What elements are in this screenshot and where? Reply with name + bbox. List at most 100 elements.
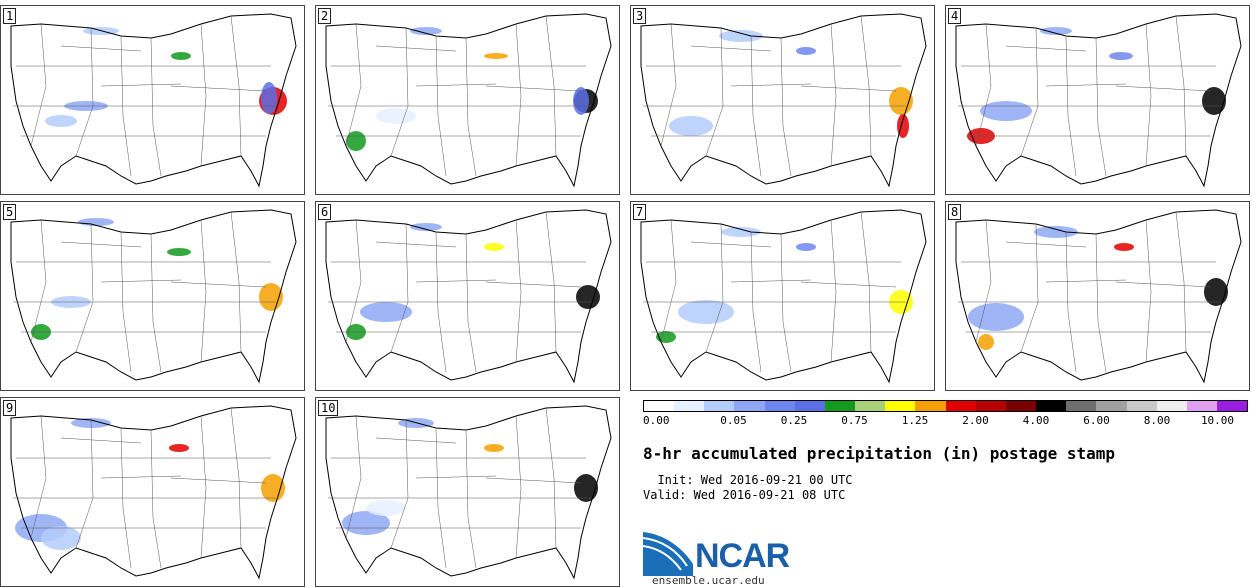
conus-map (640, 13, 927, 188)
state-border (415, 475, 497, 479)
state-border (465, 37, 477, 177)
member-number: 7 (633, 204, 647, 220)
member-number: 4 (948, 8, 962, 24)
precip-area (366, 500, 406, 516)
state-border (170, 85, 267, 92)
state-border (120, 35, 132, 177)
conus-map (10, 209, 297, 384)
state-border (1115, 281, 1212, 288)
precip-area (169, 444, 189, 452)
member-panel: 3 (630, 5, 935, 195)
state-border (230, 407, 242, 549)
member-number: 2 (318, 8, 332, 24)
country-outline (10, 13, 297, 188)
state-border (60, 241, 142, 248)
state-border (200, 23, 207, 167)
state-border (690, 45, 772, 52)
colorbar-swatch (674, 401, 705, 411)
state-border (1175, 211, 1187, 353)
precip-area (261, 82, 277, 114)
state-border (345, 219, 362, 343)
member-number: 1 (3, 8, 17, 24)
precip-area (410, 223, 442, 231)
state-border (860, 15, 872, 157)
state-border (750, 231, 762, 373)
state-border (230, 211, 242, 353)
state-border (545, 211, 557, 353)
conus-map (10, 13, 297, 188)
colorbar-swatch (1066, 401, 1097, 411)
state-border (1115, 85, 1212, 92)
member-panel: 7 (630, 201, 935, 391)
state-border (1045, 279, 1127, 283)
state-border (435, 231, 447, 373)
state-border (375, 45, 457, 52)
colorbar-swatch (855, 401, 886, 411)
precip-area (376, 108, 416, 124)
country-outline (640, 13, 927, 188)
precip-area (1109, 52, 1133, 60)
state-border (515, 23, 522, 167)
member-number: 9 (3, 400, 17, 416)
state-border (830, 23, 837, 167)
precip-area (167, 248, 191, 256)
country-outline (955, 209, 1242, 384)
colorbar-swatch (945, 401, 976, 411)
conus-map (640, 209, 927, 384)
colorbar-tick: 8.00 (1143, 414, 1171, 427)
member-panel: 1 (0, 5, 305, 195)
state-border (100, 83, 182, 87)
state-border (375, 437, 457, 444)
colorbar-swatch (1156, 401, 1187, 411)
state-border (30, 219, 47, 343)
member-panel: 6 (315, 201, 620, 391)
colorbar-swatch (1186, 401, 1217, 411)
state-border (1065, 35, 1077, 177)
state-border (170, 477, 267, 484)
state-border (200, 219, 207, 363)
precip-area (719, 30, 763, 42)
state-border (975, 23, 992, 147)
state-border (435, 427, 447, 569)
colorbar-tick: 0.25 (780, 414, 808, 427)
colorbar-tick: 2.00 (962, 414, 989, 427)
state-border (30, 415, 47, 539)
state-border (750, 35, 762, 177)
state-border (660, 219, 677, 343)
figure-title: 8-hr accumulated precipitation (in) post… (643, 444, 1116, 463)
state-border (800, 85, 897, 92)
precip-area (484, 243, 504, 251)
country-outline (640, 209, 927, 384)
ensemble-site-url[interactable]: ensemble.ucar.edu (652, 574, 765, 587)
state-border (1005, 241, 1087, 248)
state-border (375, 241, 457, 248)
state-border (465, 429, 477, 569)
precip-area (796, 243, 816, 251)
member-panel: 8 (945, 201, 1250, 391)
conus-map (10, 405, 297, 580)
colorbar-swatch (824, 401, 856, 411)
precip-area (360, 302, 412, 322)
colorbar-swatch (885, 401, 916, 411)
state-border (975, 219, 992, 343)
state-border (120, 231, 132, 373)
member-panel: 5 (0, 201, 305, 391)
precip-area (342, 511, 390, 535)
member-number: 8 (948, 204, 962, 220)
precip-area (78, 218, 114, 226)
state-border (1095, 233, 1107, 373)
precip-area (45, 115, 77, 127)
member-panel: 2 (315, 5, 620, 195)
state-border (100, 279, 182, 283)
state-border (170, 281, 267, 288)
state-border (730, 83, 812, 87)
precip-area (978, 334, 994, 350)
state-border (800, 281, 897, 288)
state-border (1065, 231, 1077, 373)
state-border (230, 15, 242, 157)
country-outline (325, 209, 612, 384)
state-border (660, 23, 677, 147)
precip-area (171, 52, 191, 60)
country-outline (325, 13, 612, 188)
member-number: 6 (318, 204, 332, 220)
